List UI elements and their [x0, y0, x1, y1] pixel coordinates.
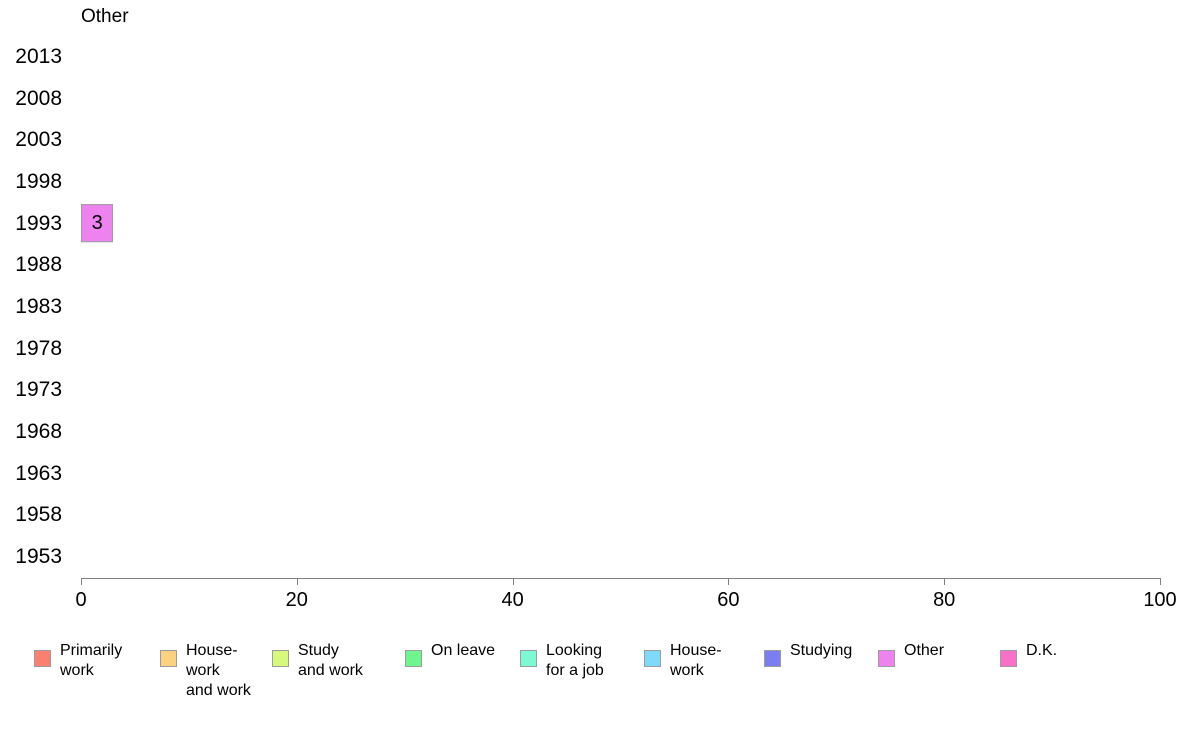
legend-swatch-icon [34, 650, 51, 667]
legend-swatch-icon [520, 650, 537, 667]
y-axis-label: 1983 [15, 295, 62, 318]
legend-swatch-icon [644, 650, 661, 667]
legend-label: On leave [431, 642, 496, 659]
legend-label: Primarily work [60, 642, 123, 679]
legend-swatch-icon [1000, 650, 1017, 667]
bar-row [81, 495, 1160, 537]
bar-row [81, 244, 1160, 286]
x-axis-tick [81, 578, 82, 585]
legend-item[interactable]: D.K. [1000, 632, 1057, 698]
legend-label: D.K. [1026, 642, 1058, 659]
bar-row [81, 161, 1160, 203]
bar-value-label: 3 [91, 212, 103, 235]
y-axis-label: 1998 [15, 169, 62, 193]
bar-row [81, 370, 1160, 412]
bar-segment[interactable]: 3 [81, 204, 114, 243]
legend-label: Looking for a job [546, 642, 604, 679]
plot-area: 3 [81, 36, 1160, 578]
legend-label: Other [904, 642, 945, 659]
bar-row [81, 78, 1160, 120]
legend-item[interactable]: Study and work [272, 632, 363, 698]
x-axis-tick [1160, 578, 1161, 585]
legend-swatch-icon [405, 650, 422, 667]
x-axis-tick [728, 578, 730, 585]
bar-row [81, 328, 1160, 370]
chart-legend: Primarily work House- work and work Study … [0, 632, 1188, 702]
bar-row [81, 119, 1160, 161]
y-axis-label: 1978 [15, 336, 62, 360]
legend-label: House- work [670, 642, 722, 679]
y-axis-label: 1988 [15, 253, 62, 277]
y-axis-label: 1993 [15, 211, 62, 235]
legend-item[interactable]: Studying [764, 632, 852, 698]
x-axis-tick [944, 578, 946, 585]
y-axis-label: 2003 [15, 128, 62, 152]
y-axis-label: 1968 [15, 420, 62, 444]
legend-item[interactable]: Primarily work [34, 632, 122, 698]
legend-label: Study and work [298, 642, 363, 679]
y-axis-label: 1973 [15, 378, 62, 402]
legend-item[interactable]: House- work [644, 632, 722, 698]
bar-row [81, 286, 1160, 328]
legend-swatch-icon [272, 650, 289, 667]
y-axis-label: 2013 [15, 44, 62, 68]
x-axis-tick-label: 60 [717, 589, 740, 611]
legend-item[interactable]: Other [878, 632, 944, 698]
y-axis-label: 2008 [15, 86, 62, 110]
legend-label: Studying [790, 642, 853, 659]
x-axis-tick-label: 20 [285, 589, 308, 611]
legend-item[interactable]: House- work and work [160, 632, 251, 699]
legend-item[interactable]: Looking for a job [520, 632, 604, 698]
x-axis-tick [512, 578, 514, 585]
bar-row [81, 453, 1160, 495]
y-axis-label: 1953 [15, 545, 62, 569]
bar-row: 3 [81, 203, 1160, 245]
legend-swatch-icon [764, 650, 781, 667]
y-axis-category-labels: 2013 2008 2003 1998 1993 1988 1983 1978 1973 1968… [0, 36, 72, 578]
y-axis-label: 1958 [15, 503, 62, 527]
legend-item[interactable]: On leave [405, 632, 495, 698]
legend-swatch-icon [878, 650, 895, 667]
x-axis-line [81, 578, 1161, 579]
bar-row [81, 411, 1160, 453]
legend-label: House- work and work [186, 642, 251, 699]
y-axis-label: 1963 [15, 461, 62, 485]
legend-swatch-icon [160, 650, 177, 667]
x-axis-tick-label: 40 [501, 589, 524, 611]
x-axis-tick-label: 80 [933, 589, 956, 611]
x-axis-tick-label: 100 [1143, 589, 1177, 611]
x-axis-tick [296, 578, 298, 585]
bar-row [81, 536, 1160, 578]
chart-title: Other [81, 6, 129, 27]
x-axis-tick-label: 0 [75, 589, 87, 611]
bar-row [81, 36, 1160, 78]
